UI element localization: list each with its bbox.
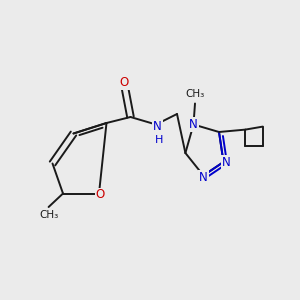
Text: O: O bbox=[96, 188, 105, 202]
Text: N: N bbox=[199, 171, 208, 184]
Text: CH₃: CH₃ bbox=[39, 210, 58, 220]
Text: CH₃: CH₃ bbox=[185, 89, 205, 99]
Text: N: N bbox=[222, 155, 231, 169]
Text: N: N bbox=[189, 118, 198, 131]
Text: H: H bbox=[155, 134, 163, 145]
Text: N: N bbox=[153, 119, 162, 133]
Text: O: O bbox=[120, 76, 129, 89]
